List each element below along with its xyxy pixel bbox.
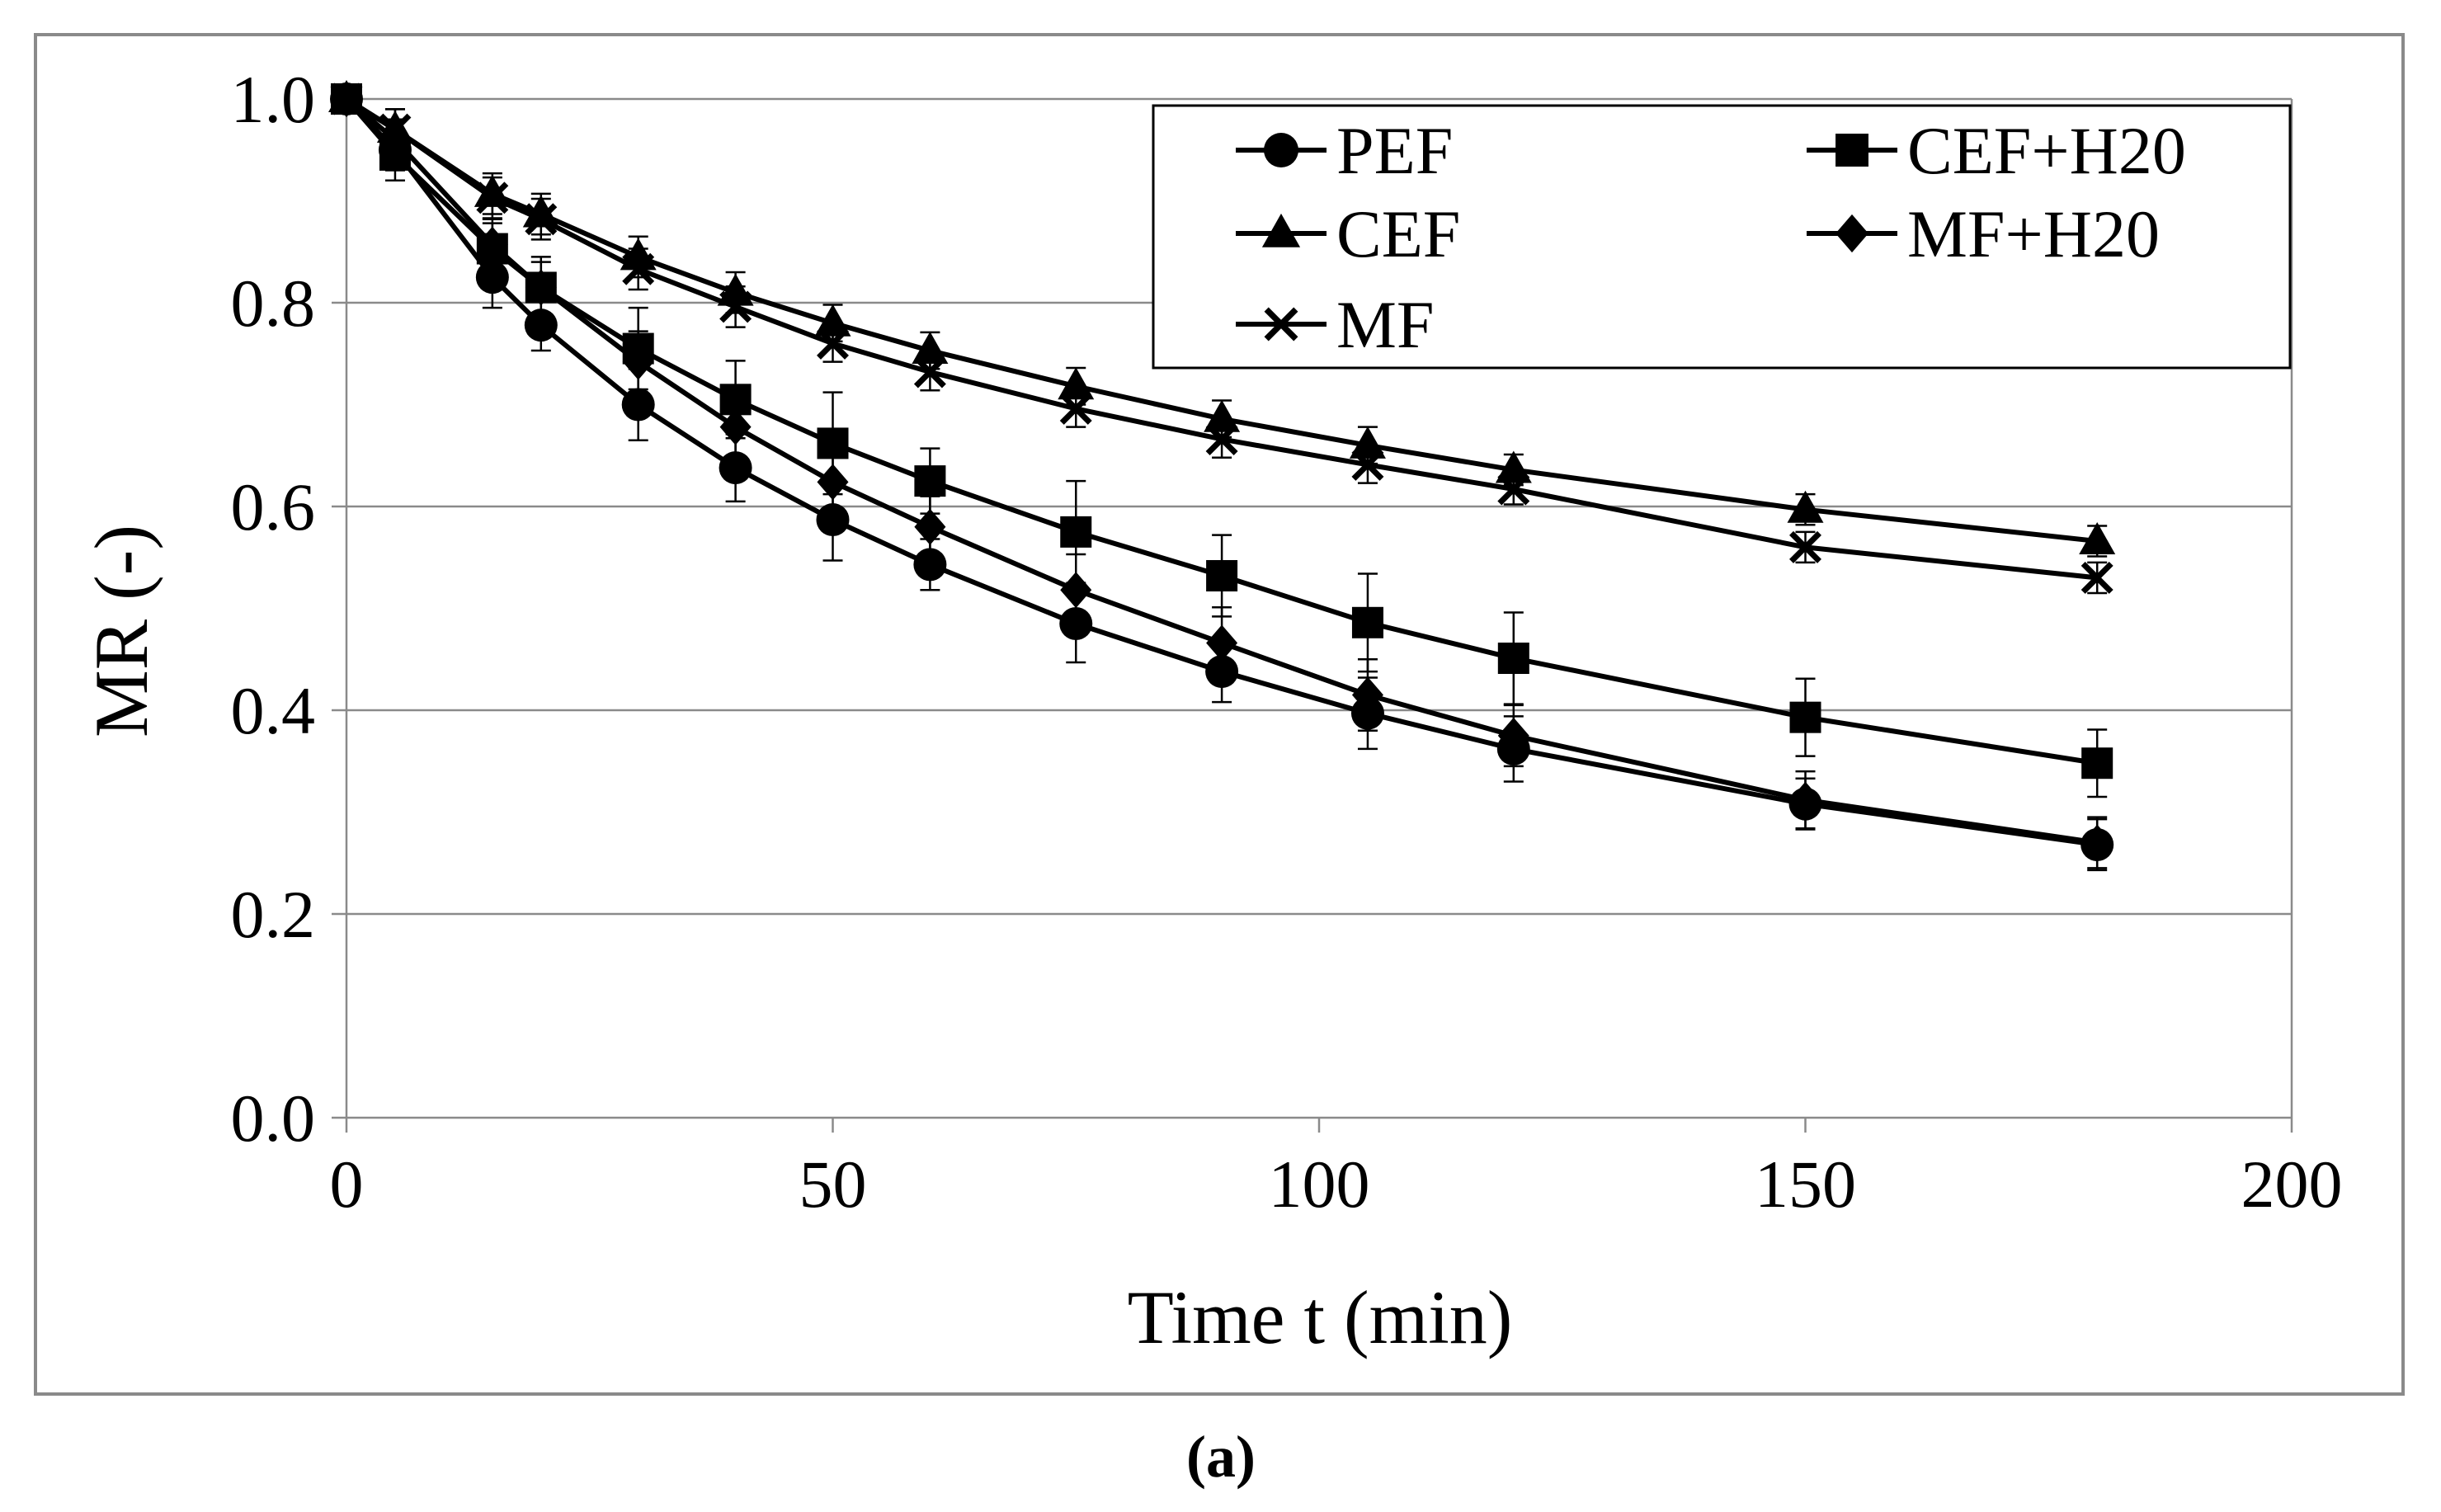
legend-label: CEF [1336, 196, 1460, 271]
data-point-cef [912, 332, 949, 365]
data-point-pef [719, 451, 752, 485]
data-point-cef-h20 [1060, 516, 1092, 548]
data-point-mf [622, 252, 655, 285]
legend-marker-cef-h20 [1835, 134, 1868, 167]
data-point-mf [817, 327, 849, 360]
legend-item-cef-h20: CEF+H20 [1807, 113, 2186, 188]
data-point-mf-h20 [2081, 824, 2113, 861]
data-point-cef-h20 [914, 465, 946, 497]
data-point-mf [1497, 473, 1530, 506]
data-point-pef [913, 548, 947, 582]
legend-marker-pef [1264, 133, 1298, 167]
data-point-cef-h20 [1206, 559, 1238, 591]
data-point-pef [475, 261, 509, 294]
y-tick-label: 0.4 [231, 673, 316, 748]
data-point-mf [1351, 448, 1384, 481]
series-mf [330, 82, 2113, 595]
data-point-mf-h20 [476, 226, 508, 263]
legend-marker-mf-h20 [1835, 214, 1868, 253]
legend-item-pef: PEF [1236, 113, 1453, 188]
y-tick-label: 0.8 [231, 266, 316, 341]
legend-marker-mf [1264, 307, 1298, 341]
data-point-cef [2079, 521, 2116, 554]
data-point-mf [1789, 530, 1821, 563]
data-point-mf-h20 [719, 408, 752, 445]
x-tick-label: 50 [799, 1147, 867, 1222]
series-layer [328, 80, 2116, 872]
x-axis-label: Time t (min) [1128, 1275, 1513, 1359]
data-point-pef [524, 309, 558, 342]
x-tick-label: 100 [1269, 1147, 1370, 1222]
data-point-mf-h20 [914, 508, 946, 545]
legend-label: CEF+H20 [1907, 113, 2186, 188]
y-tick-label: 0.6 [231, 469, 316, 544]
data-point-cef [1495, 450, 1532, 483]
legend-item-mf-h20: MF+H20 [1807, 196, 2160, 271]
data-point-mf [2081, 561, 2113, 594]
legend-item-mf: MF [1236, 287, 1435, 362]
data-point-cef [1787, 490, 1824, 523]
data-point-mf-h20 [1351, 676, 1383, 714]
y-tick-label: 0.2 [231, 877, 316, 952]
data-point-mf [913, 356, 946, 389]
data-point-cef [1204, 399, 1241, 432]
tick-labels: 0.0 0.2 0.4 0.6 0.8 1.0 0 50 100 150 200 [231, 62, 2343, 1222]
data-point-mf-h20 [525, 269, 557, 306]
y-axis-label: MR (-) [79, 525, 163, 737]
data-point-mf-h20 [1206, 624, 1238, 662]
data-point-mf [476, 181, 509, 214]
data-point-pef [621, 388, 655, 422]
data-point-mf [525, 203, 558, 236]
data-point-mf [330, 82, 363, 115]
series-line-mf [345, 97, 2098, 581]
data-point-mf-h20 [1789, 781, 1821, 818]
data-point-cef [1349, 426, 1386, 459]
data-point-cef-h20 [1497, 643, 1529, 675]
x-tick-label: 200 [2241, 1147, 2343, 1222]
data-point-cef-h20 [1789, 701, 1821, 733]
data-point-cef-h20 [2081, 747, 2113, 780]
legend-label: PEF [1336, 113, 1453, 188]
x-tick-label: 0 [330, 1147, 364, 1222]
data-point-mf [1205, 423, 1238, 455]
data-point-mf [1059, 392, 1092, 425]
y-tick-label: 0.0 [231, 1081, 316, 1156]
legend-marker-cef [1261, 213, 1301, 247]
legend: PEF CEF+H20 CEF MF+H20 MF [1152, 104, 2292, 370]
data-point-cef [814, 304, 851, 337]
data-point-cef-h20 [1351, 606, 1383, 638]
gridlines [346, 97, 2292, 916]
legend-label: MF+H20 [1907, 196, 2160, 271]
figure-caption: (a) [1186, 1424, 1256, 1490]
y-tick-label: 1.0 [231, 62, 316, 137]
data-point-mf-h20 [622, 343, 654, 380]
data-point-cef [1058, 367, 1095, 400]
axes [332, 97, 2293, 1133]
data-point-mf-h20 [817, 464, 849, 501]
data-point-mf [719, 290, 752, 323]
data-point-mf [379, 113, 412, 146]
data-point-mf-h20 [1497, 717, 1529, 754]
series-mf-h20 [331, 81, 2113, 869]
legend-box [1152, 104, 2292, 370]
legend-label: MF [1336, 287, 1435, 362]
data-point-mf-h20 [1060, 572, 1092, 609]
data-point-pef [816, 503, 850, 537]
x-tick-label: 150 [1755, 1147, 1856, 1222]
legend-item-cef: CEF [1236, 196, 1460, 271]
